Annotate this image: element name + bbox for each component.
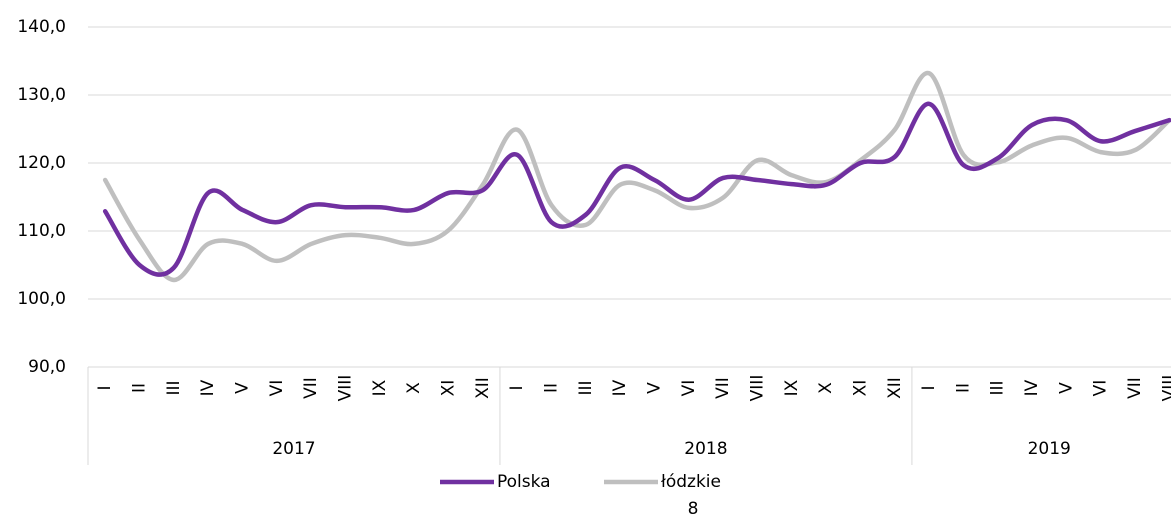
x-tick-label: I <box>507 385 527 390</box>
x-tick-label: XII <box>473 377 493 399</box>
legend-label: łódzkie <box>661 472 721 492</box>
x-tick-label: V <box>232 382 252 394</box>
x-tick-label: III <box>164 380 184 395</box>
x-tick-label: VI <box>267 380 287 397</box>
x-tick-label: XI <box>850 380 870 397</box>
x-tick-label: III <box>576 380 596 395</box>
x-group-label: 2019 <box>1028 439 1071 459</box>
x-tick-label: III <box>988 380 1008 395</box>
x-tick-label: XII <box>885 377 905 399</box>
page-number: 8 <box>688 499 699 518</box>
x-tick-label: X <box>816 382 836 394</box>
y-tick-label: 100,0 <box>17 289 66 309</box>
y-tick-label: 130,0 <box>17 85 66 105</box>
x-tick-label: VII <box>1125 377 1145 399</box>
x-tick-label: II <box>953 383 973 393</box>
x-tick-label: VII <box>713 377 733 399</box>
series-line <box>102 70 1171 283</box>
x-tick-label: XI <box>438 380 458 397</box>
x-tick-label: IV <box>198 379 218 396</box>
y-tick-label: 140,0 <box>17 17 66 37</box>
x-tick-label: IV <box>610 379 630 396</box>
y-tick-label: 120,0 <box>17 153 66 173</box>
x-tick-label: VI <box>679 380 699 397</box>
x-group-label: 2018 <box>684 439 727 459</box>
x-tick-label: I <box>95 385 115 390</box>
x-tick-label: II <box>129 383 149 393</box>
x-tick-label: VIII <box>747 375 767 402</box>
y-tick-label: 90,0 <box>28 357 66 377</box>
x-tick-label: I <box>919 385 939 390</box>
x-tick-label: IX <box>782 379 802 396</box>
x-group-label: 2017 <box>272 439 315 459</box>
x-tick-label: V <box>1056 382 1076 394</box>
x-tick-label: II <box>541 383 561 393</box>
y-tick-label: 110,0 <box>17 221 66 241</box>
x-tick-label: VIII <box>1159 375 1171 402</box>
x-tick-label: IV <box>1022 379 1042 396</box>
x-tick-label: VIII <box>335 375 355 402</box>
series-line <box>102 101 1171 277</box>
x-tick-label: X <box>404 382 424 394</box>
x-tick-label: V <box>644 382 664 394</box>
x-tick-label: VI <box>1091 380 1111 397</box>
legend-label: Polska <box>497 472 551 492</box>
x-tick-label: IX <box>370 379 390 396</box>
x-tick-label: VII <box>301 377 321 399</box>
